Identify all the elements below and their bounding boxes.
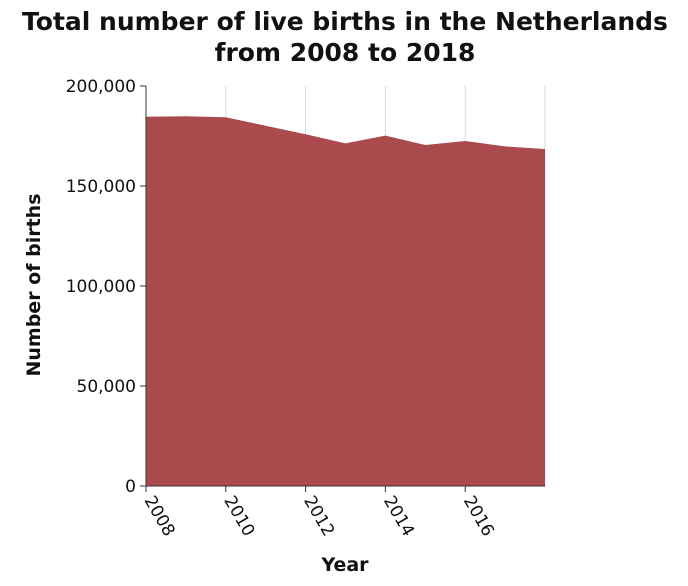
area-series bbox=[146, 116, 545, 486]
area-fill bbox=[146, 116, 545, 486]
x-tick-label: 2008 bbox=[140, 493, 179, 540]
y-tick-label: 100,000 bbox=[66, 277, 136, 297]
x-axis-label: Year bbox=[320, 554, 369, 576]
y-axis-label: Number of births bbox=[23, 193, 45, 376]
x-tick-label: 2010 bbox=[219, 493, 258, 540]
y-tick-label: 0 bbox=[125, 477, 136, 497]
y-tick-label: 50,000 bbox=[77, 377, 136, 397]
y-tick-label: 200,000 bbox=[66, 77, 136, 97]
chart-title: Total number of live births in the Nethe… bbox=[22, 7, 668, 67]
x-tick-label: 2012 bbox=[299, 493, 338, 540]
chart-title-line-2: from 2008 to 2018 bbox=[215, 38, 476, 67]
y-tick-label: 150,000 bbox=[66, 177, 136, 197]
x-tick-label: 2016 bbox=[459, 493, 498, 540]
chart-title-line-1: Total number of live births in the Nethe… bbox=[22, 7, 668, 36]
x-axis-ticks: 2008 2010 2012 2014 2016 bbox=[140, 486, 498, 540]
x-tick-label: 2014 bbox=[379, 493, 418, 540]
y-axis-ticks: 0 50,000 100,000 150,000 200,000 bbox=[66, 77, 146, 497]
